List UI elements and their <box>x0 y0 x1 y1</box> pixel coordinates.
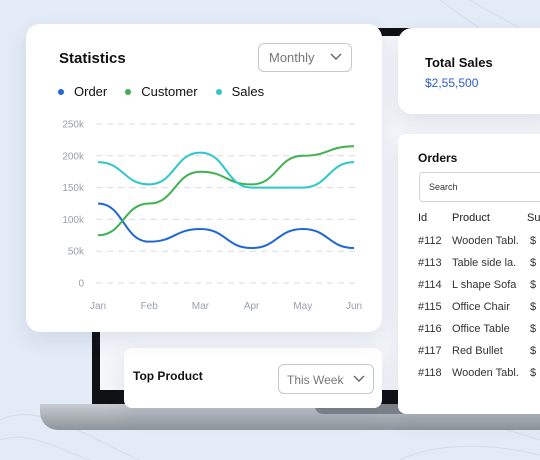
chevron-down-icon <box>353 375 365 382</box>
order-status: $ <box>530 235 537 247</box>
top-product-period-value: This Week <box>287 373 344 387</box>
x-tick-label: Mar <box>192 301 210 312</box>
total-sales-value: $2,55,500 <box>425 76 479 90</box>
x-tick-label: Jun <box>346 301 362 312</box>
period-select[interactable]: Monthly <box>258 43 352 72</box>
table-row[interactable]: #117 Red Bullet $ <box>398 345 540 359</box>
table-row[interactable]: #114 L shape Sofa $ <box>398 279 540 293</box>
x-tick-label: May <box>293 301 312 312</box>
y-tick-label: 50k <box>68 247 85 258</box>
laptop-notch <box>315 404 415 414</box>
orders-title: Orders <box>418 151 458 165</box>
column-header-id: Id <box>418 212 428 224</box>
y-tick-label: 250k <box>62 120 85 131</box>
order-id: #113 <box>418 257 442 269</box>
order-status: $ <box>530 279 537 291</box>
total-sales-card: Total Sales $2,55,500 <box>398 28 540 114</box>
y-tick-label: 150k <box>62 183 85 194</box>
order-id: #112 <box>418 235 442 247</box>
y-tick-label: 0 <box>78 279 84 290</box>
order-id: #114 <box>418 279 442 291</box>
table-row[interactable]: #116 Office Table $ <box>398 323 540 337</box>
legend-dot-icon <box>125 88 132 95</box>
period-select-value: Monthly <box>269 50 315 65</box>
table-row[interactable]: #113 Table side la. $ <box>398 257 540 271</box>
y-tick-label: 100k <box>62 215 85 226</box>
column-header-product: Product <box>452 212 490 224</box>
top-product-card: Top Product This Week <box>124 348 382 408</box>
statistics-title: Statistics <box>59 50 126 67</box>
chart-legend: Order Customer Sales <box>58 84 282 99</box>
table-row[interactable]: #112 Wooden Tabl. $ <box>398 235 540 249</box>
statistics-card: 250k 200k 150k 100k 50k 0 Jan Feb Mar Apr May Jun S… <box>26 24 382 332</box>
x-tick-label: Feb <box>141 301 159 312</box>
legend-item: Order <box>58 84 107 99</box>
order-status: $ <box>530 345 537 357</box>
series-line-order <box>97 202 355 250</box>
table-row[interactable]: #115 Office Chair $ <box>398 301 540 315</box>
order-status: $ <box>530 257 537 269</box>
column-header-status: Su <box>527 212 540 224</box>
top-product-period-select[interactable]: This Week <box>278 364 374 394</box>
order-id: #117 <box>418 345 442 357</box>
top-product-title: Top Product <box>133 369 203 383</box>
order-product: Red Bullet <box>452 345 503 357</box>
search-input[interactable]: Search <box>419 172 540 202</box>
orders-card: Orders Search Id Product Su #112 Wooden T… <box>398 134 540 414</box>
total-sales-title: Total Sales <box>425 55 493 70</box>
order-status: $ <box>530 323 537 335</box>
y-tick-label: 200k <box>62 151 85 162</box>
legend-label: Order <box>74 84 108 99</box>
statistics-chart: 250k 200k 150k 100k 50k 0 Jan Feb Mar Apr May Jun <box>62 120 362 313</box>
order-id: #116 <box>418 323 442 335</box>
x-tick-label: Apr <box>244 301 260 312</box>
order-id: #115 <box>418 301 442 313</box>
order-product: Wooden Tabl. <box>452 367 519 379</box>
legend-item: Customer <box>125 84 198 99</box>
table-row[interactable]: #118 Wooden Tabl. $ <box>398 367 540 381</box>
order-status: $ <box>530 301 537 313</box>
order-product: Office Table <box>452 323 510 335</box>
order-id: #118 <box>418 367 442 379</box>
series-line-customer <box>97 145 355 237</box>
order-product: Office Chair <box>452 301 510 313</box>
order-status: $ <box>530 367 537 379</box>
legend-label: Sales <box>231 84 265 99</box>
chevron-down-icon <box>330 53 342 60</box>
order-product: Wooden Tabl. <box>452 235 519 247</box>
order-product: L shape Sofa <box>452 279 517 291</box>
legend-dot-icon <box>58 88 64 95</box>
series-line-sales <box>97 151 355 189</box>
legend-dot-icon <box>215 88 222 95</box>
legend-label: Customer <box>141 84 198 99</box>
legend-item: Sales <box>215 84 265 99</box>
order-product: Table side la. <box>452 257 517 269</box>
x-tick-label: Jan <box>90 301 106 312</box>
